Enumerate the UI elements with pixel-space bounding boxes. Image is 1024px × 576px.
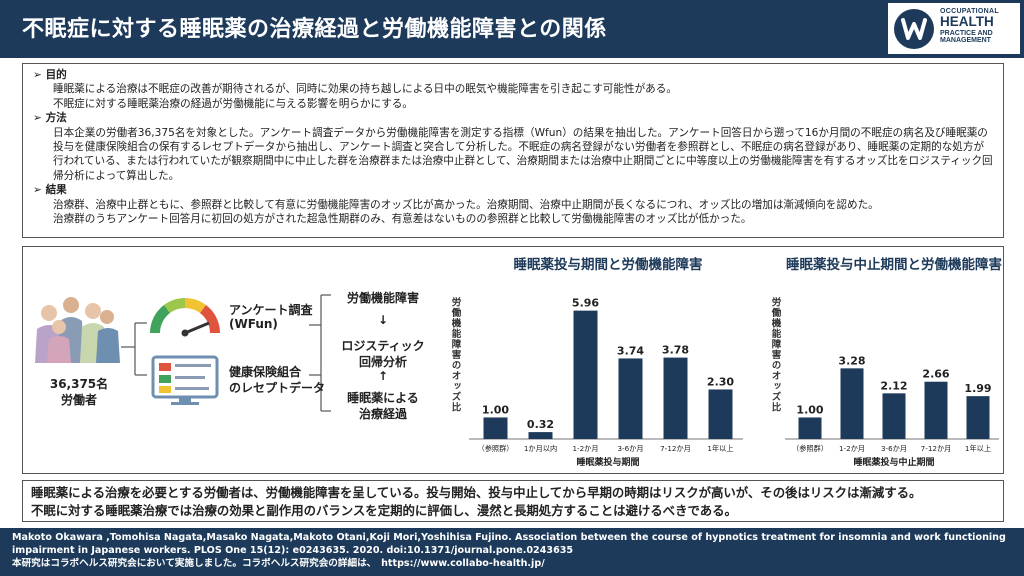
chart-1-value-label-0: 1.00 <box>796 403 823 416</box>
logo-line1: OCCUPATIONAL <box>940 8 999 15</box>
flow-connectors <box>121 294 331 412</box>
ohpm-logo-icon <box>894 9 934 49</box>
results-line-2: 治療群のうちアンケート回答月に初回の処方がされた超急性期群のみ、有意差はないもの… <box>53 213 752 226</box>
chart-0-bar-0 <box>483 417 508 439</box>
chart-1-ylabel: 労働機能障害のオッズ比 <box>770 296 783 412</box>
header-bar: 不眠症に対する睡眠薬の治療経過と労働機能障害との関係 OCCUPATIONAL … <box>0 0 1024 58</box>
chart-1-bar-0 <box>798 417 822 439</box>
chart-0-tick-label-4: 7-12か月 <box>660 444 691 453</box>
arrow-down-icon: ↓ <box>377 313 389 327</box>
chart-0-value-label-0: 1.00 <box>482 403 509 416</box>
chart-1-tick-label-2: 3-6か月 <box>881 444 907 453</box>
chart-0-bar-5 <box>708 389 733 439</box>
chart-1-tick-label-4: 1年以上 <box>965 444 991 453</box>
workers-label: 労働者 <box>60 393 97 407</box>
chart-0-value-label-4: 3.78 <box>662 344 689 357</box>
chart-0-title: 睡眠薬投与期間と労働機能障害 <box>514 256 703 273</box>
impairment-label: 労働機能障害 <box>346 291 419 305</box>
chart-1-tick-label-1: 1-2か月 <box>839 444 865 453</box>
chart-0-bar-3 <box>618 358 643 439</box>
method-heading: ➢ 方法 <box>33 112 67 125</box>
chart-1-value-label-2: 2.12 <box>880 379 907 392</box>
ohpm-logo: OCCUPATIONAL HEALTH PRACTICE AND MANAGEM… <box>887 2 1021 55</box>
chart-0-tick-label-1: 1か月以内 <box>524 444 557 453</box>
study-flow-diagram: 36,375名 労働者 アンケート調査 (WFun) <box>23 247 443 475</box>
workers-icon <box>35 297 120 363</box>
chart-1-value-label-1: 3.28 <box>838 354 865 367</box>
receipt-label-line1: 健康保険組合 <box>229 365 302 379</box>
chart-1-title: 睡眠薬投与中止期間と労働機能障害 <box>786 256 1002 273</box>
chart-1-bar-1 <box>840 368 864 439</box>
analysis-label-line2: 回帰分析 <box>358 355 407 369</box>
purpose-heading: ➢ 目的 <box>33 69 67 81</box>
chart-1-xlabel: 睡眠薬投与中止期間 <box>853 456 934 468</box>
chart-0-ylabel: 労働機能障害のオッズ比 <box>450 296 463 412</box>
chart-1-tick-label-3: 7-12か月 <box>921 444 952 453</box>
conclusion-line-1: 睡眠薬による治療を必要とする労働者は、労働機能障害を呈している。投与開始、投与中… <box>31 485 922 500</box>
page-title: 不眠症に対する睡眠薬の治療経過と労働機能障害との関係 <box>22 17 607 42</box>
gauge-icon <box>150 298 220 337</box>
summary-box: ➢ 目的 睡眠薬による治療は不眠症の改善が期待されるが、同時に効果の持ち越しによ… <box>22 63 1004 238</box>
workers-count: 36,375名 <box>49 377 109 391</box>
chart-0-value-label-2: 5.96 <box>572 297 599 310</box>
chart-0-bar-1 <box>528 432 553 439</box>
arrow-up-icon: ↑ <box>377 369 389 383</box>
figure-panel: 36,375名 労働者 アンケート調査 (WFun) <box>22 246 1004 474</box>
purpose-line-1: 睡眠薬による治療は不眠症の改善が期待されるが、同時に効果の持ち越しによる日中の眠… <box>53 83 677 96</box>
footer-bar: Makoto Okawara ,Tomohisa Nagata,Masako N… <box>0 528 1024 576</box>
chart-0-bar-2 <box>573 310 598 439</box>
chart-0-tick-label-2: 1-2か月 <box>572 444 598 453</box>
chart-1-bar-4 <box>966 396 990 439</box>
analysis-label-line1: ロジスティック <box>341 339 425 353</box>
monitor-icon <box>151 355 219 405</box>
conclusion-box: 睡眠薬による治療を必要とする労働者は、労働機能障害を呈している。投与開始、投与中… <box>22 480 1004 522</box>
chart-0-value-label-1: 0.32 <box>527 418 554 431</box>
chart-0-value-label-3: 3.74 <box>617 344 644 357</box>
logo-line2: HEALTH <box>940 14 994 30</box>
chart-0-bar-4 <box>663 357 688 439</box>
chart-1-bar-2 <box>882 393 906 439</box>
logo-line3: PRACTICE AND <box>940 29 993 37</box>
chart-1-bar-3 <box>924 381 948 439</box>
purpose-line-2: 不眠症に対する睡眠薬治療の経過が労働機能に与える影響を明らかにする。 <box>53 97 413 110</box>
chart-0-xlabel: 睡眠薬投与期間 <box>576 456 639 468</box>
chart-1-value-label-3: 2.66 <box>922 368 949 381</box>
course-label-line1: 睡眠薬による <box>347 391 419 405</box>
survey-label: アンケート調査 <box>229 303 313 317</box>
survey-sub-label: (WFun) <box>229 317 278 331</box>
chart-0-value-label-5: 2.30 <box>707 375 734 388</box>
receipt-label-line2: のレセプトデータ <box>229 381 326 395</box>
chart-1-value-label-4: 1.99 <box>964 382 991 395</box>
chart-0-tick-label-3: 3-6か月 <box>617 444 643 453</box>
citation-text: Makoto Okawara ,Tomohisa Nagata,Masako N… <box>12 532 1006 556</box>
logo-text: OCCUPATIONAL HEALTH PRACTICE AND MANAGEM… <box>940 8 999 44</box>
chart-1-tick-label-0: （参照群） <box>792 444 828 453</box>
results-line-1: 治療群、治療中止群ともに、参照群と比較して有意に労働機能障害のオッズ比が高かった… <box>53 198 879 211</box>
results-heading: ➢ 結果 <box>33 184 67 197</box>
chart-0-tick-label-5: 1年以上 <box>707 444 733 453</box>
footer-note: 本研究はコラボヘルス研究会において実施しました。コラボヘルス研究会の詳細は、 h… <box>12 558 545 569</box>
method-text: 日本企業の労働者36,375名を対象とした。アンケート調査データから労働機能障害… <box>53 126 993 182</box>
logo-line4: MANAGEMENT <box>940 36 991 44</box>
course-label-line2: 治療経過 <box>358 407 407 421</box>
chart-0-tick-label-0: （参照群） <box>478 444 514 453</box>
conclusion-line-2: 不眠に対する睡眠薬治療では治療の効果と副作用のバランスを定期的に評価し、漫然と長… <box>31 503 737 518</box>
